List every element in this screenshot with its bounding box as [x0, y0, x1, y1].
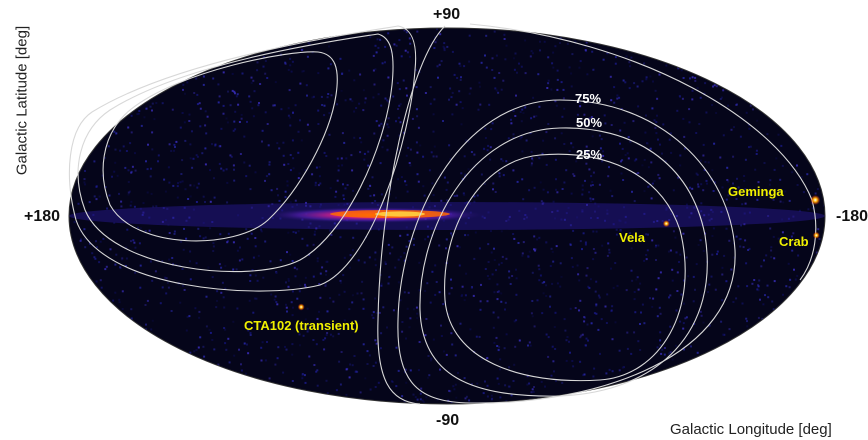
source-marker-crab: [812, 231, 820, 239]
exposure-contours: [68, 23, 826, 405]
source-marker-cta102: [297, 303, 305, 311]
contour-right-25: [444, 153, 686, 382]
source-label-vela: Vela: [619, 230, 646, 245]
contour-left-mid: [77, 33, 394, 273]
y-axis-label: Galactic Latitude [deg]: [13, 25, 31, 176]
sky-noise: [73, 28, 825, 404]
galactic-plane: [69, 202, 825, 230]
tick-top: +90: [433, 6, 461, 23]
contour-left-inner: [102, 51, 338, 242]
source-label-geminga: Geminga: [728, 184, 784, 199]
tick-right: -180: [836, 208, 868, 225]
point-sources: [297, 195, 821, 311]
source-label-cta102: CTA102 (transient): [244, 318, 359, 333]
source-marker-geminga: [810, 195, 821, 205]
tick-bottom: -90: [436, 412, 460, 429]
contour-label-50: 50%: [576, 115, 603, 130]
tick-left: +180: [24, 208, 61, 225]
x-axis-label: Galactic Longitude [deg]: [670, 421, 832, 438]
contour-label-75: 75%: [575, 91, 602, 106]
source-marker-vela: [662, 220, 670, 228]
contour-label-25: 25%: [576, 147, 603, 162]
contour-right-outer-2: [469, 23, 817, 281]
contour-right-75: [397, 99, 736, 404]
contour-right-outer: [377, 25, 446, 405]
contour-left-outer: [68, 25, 417, 292]
source-label-crab: Crab: [779, 234, 809, 249]
